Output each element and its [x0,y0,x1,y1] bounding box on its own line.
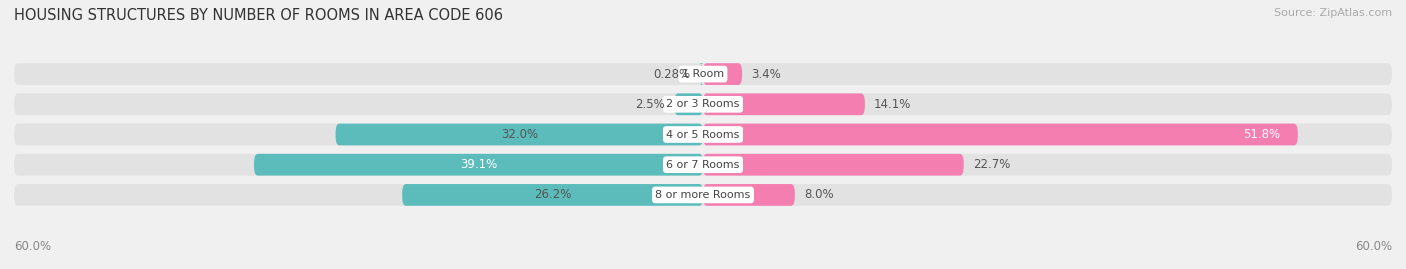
Text: 60.0%: 60.0% [14,240,51,253]
FancyBboxPatch shape [14,93,1392,115]
Text: 26.2%: 26.2% [534,188,571,201]
FancyBboxPatch shape [402,184,703,206]
Text: 39.1%: 39.1% [460,158,498,171]
Text: 3.4%: 3.4% [751,68,780,81]
FancyBboxPatch shape [703,184,794,206]
Text: Source: ZipAtlas.com: Source: ZipAtlas.com [1274,8,1392,18]
FancyBboxPatch shape [14,124,1392,145]
Text: 8.0%: 8.0% [804,188,834,201]
FancyBboxPatch shape [675,93,703,115]
FancyBboxPatch shape [336,124,703,145]
FancyBboxPatch shape [703,154,963,176]
FancyBboxPatch shape [703,124,1298,145]
Text: 2 or 3 Rooms: 2 or 3 Rooms [666,99,740,109]
FancyBboxPatch shape [699,63,703,85]
FancyBboxPatch shape [14,184,1392,206]
Text: 14.1%: 14.1% [875,98,911,111]
Text: 22.7%: 22.7% [973,158,1010,171]
FancyBboxPatch shape [254,154,703,176]
FancyBboxPatch shape [703,63,742,85]
Text: 6 or 7 Rooms: 6 or 7 Rooms [666,160,740,170]
Text: 60.0%: 60.0% [1355,240,1392,253]
Text: 8 or more Rooms: 8 or more Rooms [655,190,751,200]
Text: 0.28%: 0.28% [654,68,690,81]
Text: 2.5%: 2.5% [636,98,665,111]
Text: 51.8%: 51.8% [1243,128,1281,141]
FancyBboxPatch shape [14,63,1392,85]
Legend: Owner-occupied, Renter-occupied: Owner-occupied, Renter-occupied [576,264,830,269]
FancyBboxPatch shape [14,154,1392,176]
Text: 4 or 5 Rooms: 4 or 5 Rooms [666,129,740,140]
Text: 32.0%: 32.0% [501,128,538,141]
Text: HOUSING STRUCTURES BY NUMBER OF ROOMS IN AREA CODE 606: HOUSING STRUCTURES BY NUMBER OF ROOMS IN… [14,8,503,23]
Text: 1 Room: 1 Room [682,69,724,79]
FancyBboxPatch shape [703,93,865,115]
